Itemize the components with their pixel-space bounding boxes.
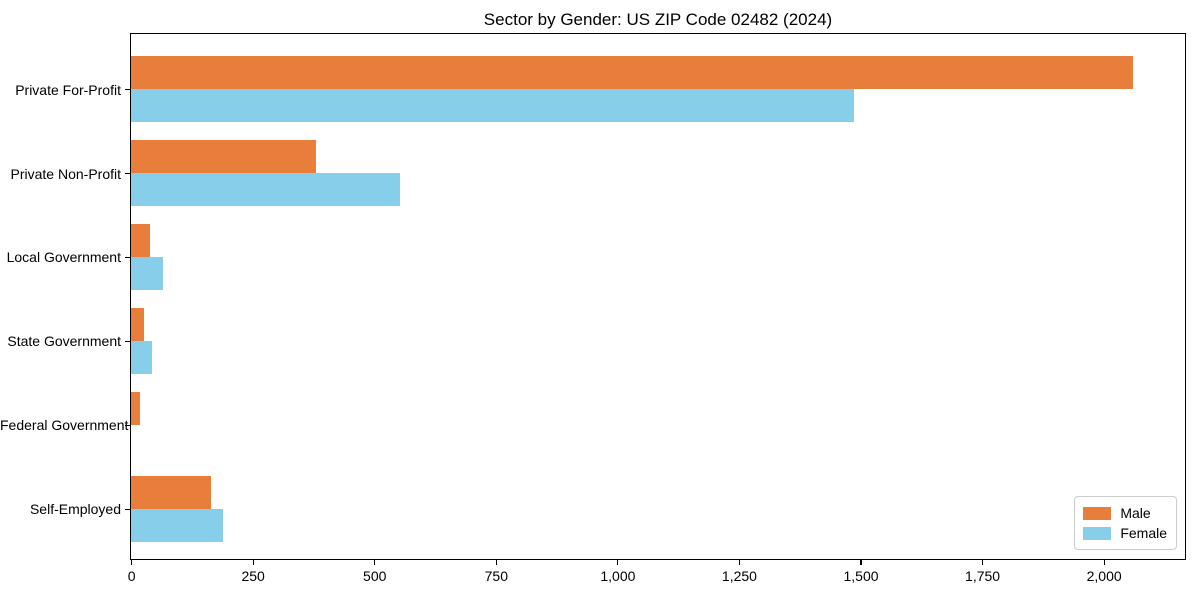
xtick-mark-1,750 [981,560,984,565]
xtick-label-500: 500 [363,568,387,584]
bar-male-self-employed [131,475,212,509]
xtick-mark-2,000 [1103,560,1105,565]
xtick-mark-500 [374,560,376,565]
ytick-mark-private-non-profit [125,172,130,175]
xtick-label-2,000: 2,000 [1086,568,1122,584]
legend-label-female: Female [1120,525,1167,541]
ytick-mark-private-for-profit [125,89,130,91]
bar-male-private-for-profit [131,56,1133,89]
ytick-mark-state-government [125,340,130,342]
ytick-mark-self-employed [125,508,130,510]
legend-item-male: Male [1083,503,1167,523]
bar-female-local-government [131,256,163,290]
xtick-label-0: 0 [127,568,136,584]
bar-female-private-non-profit [131,172,401,206]
legend-label-male: Male [1120,505,1151,521]
xtick-label-750: 750 [484,568,508,584]
ytick-label-local-government: Local Government [6,249,121,266]
xtick-mark-1,500 [860,560,862,565]
xtick-label-1,250: 1,250 [721,568,757,584]
legend: Male Female [1074,496,1177,550]
xtick-label-1,000: 1,000 [600,568,636,584]
bar-female-private-for-profit [131,89,855,122]
xtick-mark-750 [495,560,497,565]
bar-male-federal-government [131,391,140,425]
xtick-mark-250 [252,560,254,565]
chart-title: Sector by Gender: US ZIP Code 02482 (202… [483,10,833,29]
xtick-label-1,750: 1,750 [965,568,1001,584]
xtick-mark-1,000 [617,560,619,565]
bar-male-local-government [131,223,150,257]
plot-area: Male Female [130,33,1186,560]
xtick-mark-1,250 [738,560,741,565]
xtick-label-1,500: 1,500 [843,568,879,584]
xtick-label-250: 250 [241,568,265,584]
legend-swatch-male [1083,506,1112,520]
bar-male-private-non-profit [131,139,316,173]
ytick-mark-federal-government [125,424,130,426]
ytick-label-federal-government: Federal Government [0,417,129,434]
ytick-label-self-employed: Self-Employed [29,501,121,518]
ytick-label-state-government: State Government [7,333,121,350]
xtick-mark-0 [131,560,133,565]
legend-swatch-female [1083,526,1112,540]
bar-male-state-government [131,307,145,341]
ytick-label-private-non-profit: Private Non-Profit [10,165,121,182]
ytick-label-private-for-profit: Private For-Profit [15,81,121,98]
bar-female-state-government [131,340,152,374]
legend-item-female: Female [1083,523,1167,543]
ytick-mark-local-government [125,256,130,258]
bar-female-self-employed [131,508,224,542]
